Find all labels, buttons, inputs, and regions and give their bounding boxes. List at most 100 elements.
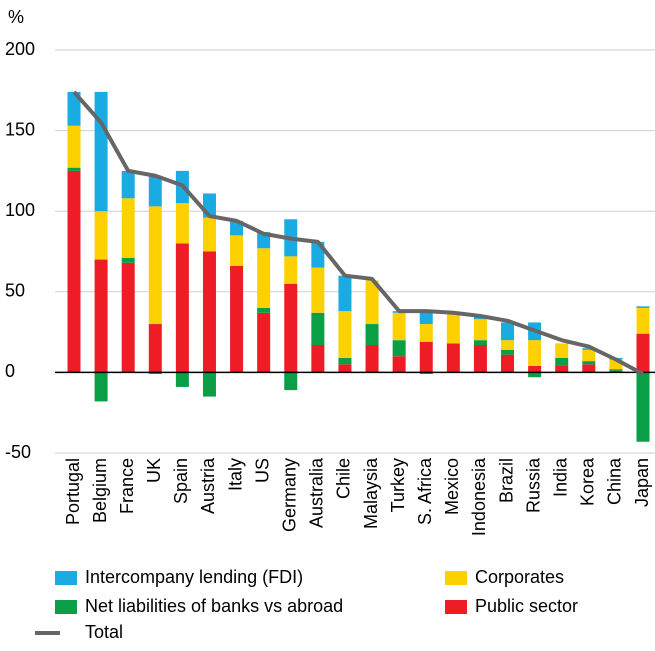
x-tick-label: Australia xyxy=(307,457,327,528)
legend-swatch xyxy=(445,600,467,614)
y-tick-label: 0 xyxy=(5,361,15,381)
x-tick-label: China xyxy=(605,457,625,505)
bar-segment xyxy=(338,275,352,312)
bar-segment xyxy=(175,243,189,373)
bar-segment xyxy=(311,312,325,345)
bar-segment xyxy=(609,359,623,370)
x-tick-label: Belgium xyxy=(90,458,110,523)
bar-segment xyxy=(121,257,135,263)
bar-segment xyxy=(528,340,542,366)
bar-segment xyxy=(67,170,81,373)
x-tick-label: Japan xyxy=(632,458,652,507)
bar-segment xyxy=(121,262,135,373)
x-tick-label: Russia xyxy=(523,457,543,513)
bar-segment xyxy=(392,340,406,357)
bar-segment xyxy=(67,91,81,126)
bar-segment xyxy=(311,267,325,313)
x-tick-label: France xyxy=(117,458,137,514)
bar-segment xyxy=(582,364,596,373)
bar-segment xyxy=(175,203,189,244)
bar-segment xyxy=(148,175,162,207)
bar-segment xyxy=(257,307,271,313)
bar-segment xyxy=(473,319,487,341)
bar-segment xyxy=(94,372,108,402)
y-tick-label: 50 xyxy=(5,281,25,301)
bar-segment xyxy=(582,361,596,365)
x-tick-label: Mexico xyxy=(442,458,462,515)
bar-segment xyxy=(528,372,542,378)
x-tick-label: Turkey xyxy=(388,458,408,512)
x-tick-label: Korea xyxy=(578,457,598,506)
bar-segment xyxy=(338,364,352,373)
bar-segment xyxy=(555,357,569,366)
bar-segment xyxy=(94,259,108,373)
bar-segment xyxy=(501,349,515,355)
x-tick-label: US xyxy=(252,458,272,483)
bar-segment xyxy=(419,311,433,325)
y-tick-label: 150 xyxy=(5,119,35,139)
bar-segment xyxy=(67,167,81,171)
bar-segment xyxy=(311,344,325,373)
bar-segment xyxy=(636,372,650,442)
bar-segment xyxy=(202,251,216,373)
bar-segment xyxy=(365,324,379,345)
bar-segment xyxy=(528,365,542,373)
bar-segment xyxy=(175,372,189,387)
bar-segment xyxy=(446,312,460,344)
legend-swatch xyxy=(445,571,467,585)
legend-label: Total xyxy=(85,622,123,642)
x-tick-label: Spain xyxy=(171,458,191,504)
bar-segment xyxy=(501,340,515,350)
bar-segment xyxy=(67,125,81,168)
bar-segment xyxy=(582,348,596,350)
legend-swatch xyxy=(55,571,77,585)
x-tick-label: S. Africa xyxy=(415,457,435,525)
bar-segment xyxy=(419,372,433,375)
bar-segment xyxy=(609,370,623,373)
legend-label: Corporates xyxy=(475,567,564,587)
bar-segment xyxy=(501,322,515,341)
bar-segment xyxy=(257,312,271,373)
bar-segment xyxy=(473,344,487,373)
x-tick-label: Brazil xyxy=(496,458,516,503)
bar-segment xyxy=(636,333,650,373)
x-tick-label: Indonesia xyxy=(469,457,489,536)
bar-segment xyxy=(365,280,379,325)
bar-segment xyxy=(202,372,216,397)
bar-segment xyxy=(148,206,162,325)
bar-segment xyxy=(473,340,487,345)
x-tick-label: Chile xyxy=(334,458,354,499)
bar-segment xyxy=(230,266,244,373)
bar-segment xyxy=(555,343,569,358)
bar-segment xyxy=(555,365,569,373)
bar-segment xyxy=(121,170,135,199)
bar-segment xyxy=(338,311,352,358)
legend-label: Net liabilities of banks vs abroad xyxy=(85,596,343,616)
x-tick-label: Austria xyxy=(198,457,218,514)
bar-segment xyxy=(284,256,298,284)
bar-segment xyxy=(338,357,352,365)
x-tick-label: UK xyxy=(144,458,164,483)
bar-segment xyxy=(284,372,298,391)
x-tick-label: Malaysia xyxy=(361,457,381,529)
bar-segment xyxy=(121,198,135,258)
total-line xyxy=(72,90,644,376)
bar-segment xyxy=(365,344,379,373)
x-tick-label: Italy xyxy=(225,458,245,491)
bar-segment xyxy=(230,235,244,267)
y-tick-label: 100 xyxy=(5,200,35,220)
bar-segment xyxy=(582,349,596,362)
bar-segment xyxy=(202,217,216,252)
x-tick-label: Portugal xyxy=(63,458,83,525)
bar-segment xyxy=(94,91,108,212)
y-tick-label: -50 xyxy=(5,442,31,462)
bar-segment xyxy=(94,211,108,260)
legend-label: Public sector xyxy=(475,596,578,616)
y-axis-label: % xyxy=(8,7,24,27)
x-tick-label: Germany xyxy=(280,458,300,532)
bar-segment xyxy=(392,356,406,373)
bar-segment xyxy=(446,343,460,373)
bar-segment xyxy=(501,354,515,373)
bar-segment xyxy=(284,283,298,373)
